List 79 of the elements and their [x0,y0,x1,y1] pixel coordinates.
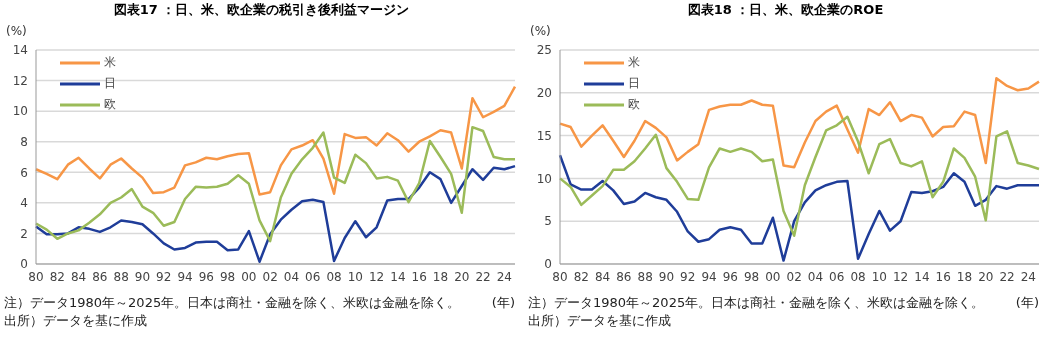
x-axis-title: (年) [491,294,516,312]
x-tick-label: 08 [326,269,342,284]
x-tick-label: 04 [283,269,300,284]
x-tick-label: 98 [219,269,236,284]
x-tick-label: 90 [134,269,151,284]
legend-label: 米 [104,54,116,71]
x-tick-label: 16 [411,269,427,284]
y-tick-label: 6 [20,165,28,180]
line-series [558,115,1041,237]
x-tick-label: 94 [701,269,717,284]
x-tick-label: 96 [198,269,214,284]
x-tick-label: 18 [432,269,449,284]
y-tick-label: 10 [536,171,552,186]
x-tick-label: 12 [368,269,385,284]
line-series [558,77,1041,169]
x-tick-label: 80 [28,269,44,284]
y-tick-label: 8 [20,134,28,149]
text: 出所）データを基に作成 [4,312,147,330]
x-tick-label: 92 [680,269,696,284]
y-tick-label: 15 [536,128,552,143]
y-tick-label: 2 [20,226,28,241]
x-tick-label: 94 [177,269,193,284]
y-tick-label: 4 [20,196,28,211]
y-axis-title: (%) [5,23,28,40]
x-tick-label: 88 [637,269,653,284]
x-tick-label: 16 [935,269,951,284]
x-tick-label: 06 [829,269,845,284]
x-tick-label: 20 [454,269,470,284]
x-tick-label: 84 [594,269,611,284]
x-tick-label: 14 [390,269,406,284]
legend-label: 米 [628,54,640,71]
legend-label: 欧 [628,96,640,113]
y-tick-label: 10 [12,104,28,119]
x-tick-label: 84 [70,269,87,284]
text: 出所）データを基に作成 [528,312,671,330]
x-tick-label: 14 [914,269,930,284]
x-tick-label: 22 [999,269,1015,284]
x-tick-label: 24 [1020,269,1036,284]
x-tick-label: 02 [786,269,802,284]
x-tick-label: 88 [113,269,129,284]
legend-label: 日 [104,75,116,92]
y-tick-label: 0 [20,257,28,272]
x-axis-title: (年) [1015,294,1040,312]
x-tick-label: 02 [262,269,278,284]
chart-title: 図表18 ：日、米、欧企業のROE [686,1,885,19]
x-tick-label: 10 [347,269,363,284]
y-tick-label: 0 [544,257,552,272]
x-tick-label: 06 [305,269,321,284]
x-tick-label: 96 [722,269,738,284]
line-series [34,125,517,243]
x-tick-label: 10 [871,269,887,284]
x-tick-label: 04 [807,269,824,284]
text: 注）データ1980年～2025年。日本は商社・金融を除く、米欧は金融を除く。 [4,294,461,312]
x-tick-label: 80 [552,269,568,284]
x-tick-label: 20 [978,269,994,284]
y-axis-title: (%) [529,23,552,40]
x-tick-label: 90 [658,269,675,284]
legend-label: 欧 [104,96,116,113]
x-tick-label: 22 [475,269,491,284]
x-tick-label: 00 [241,269,257,284]
legend-label: 日 [628,75,640,92]
x-tick-label: 82 [573,269,589,284]
x-tick-label: 82 [49,269,65,284]
text: 注）データ1980年～2025年。日本は商社・金融を除く、米欧は金融を除く。 [528,294,985,312]
y-tick-label: 20 [536,86,552,101]
x-tick-label: 08 [850,269,866,284]
y-tick-label: 12 [12,73,28,88]
x-tick-label: 18 [956,269,973,284]
y-tick-label: 25 [536,43,552,58]
x-tick-label: 86 [92,269,108,284]
x-tick-label: 92 [156,269,172,284]
x-tick-label: 12 [892,269,909,284]
y-tick-label: 14 [12,43,28,58]
x-tick-label: 98 [743,269,760,284]
y-tick-label: 5 [544,214,552,229]
x-tick-label: 24 [496,269,512,284]
chart-title: 図表17 ：日、米、欧企業の税引き後利益マージン [112,1,411,19]
x-tick-label: 00 [765,269,781,284]
x-tick-label: 86 [616,269,632,284]
